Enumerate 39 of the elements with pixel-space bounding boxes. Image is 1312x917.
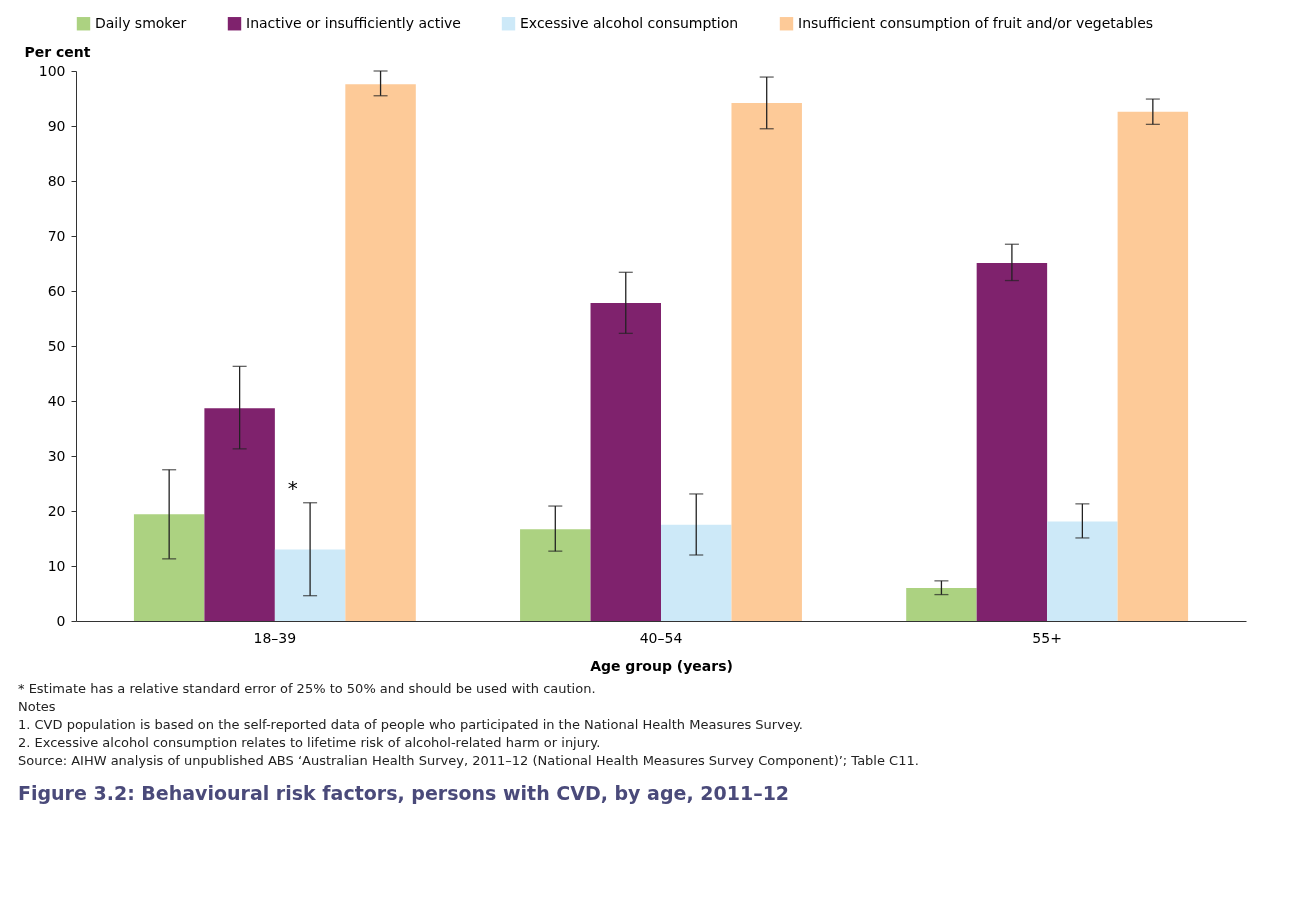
- legend-label: Daily smoker: [95, 14, 187, 31]
- bar: [133, 514, 205, 621]
- x-tick-label: 18–39: [253, 629, 297, 646]
- text: * Estimate has a relative standard error of 25% to 50% and should be used with caution.: [18, 681, 597, 696]
- text: 2. Excessive alcohol consumption relates to lifetime risk of alcohol-related harm or injury.: [18, 735, 602, 750]
- y-tick-label: 0: [56, 612, 66, 629]
- x-tick-label: 40–54: [639, 629, 683, 646]
- x-axis-title: Age group (years): [590, 657, 733, 674]
- text: 1. CVD population is based on the self-reported data of people who participated in the National Health Measures Survey.: [18, 717, 804, 732]
- bar: [590, 303, 661, 621]
- x-tick-label: 55+: [1032, 629, 1062, 646]
- y-tick-label: 30: [47, 447, 66, 464]
- bar: [1047, 521, 1118, 621]
- legend-label: Inactive or insufficiently active: [246, 14, 461, 31]
- y-tick-label: 70: [47, 227, 66, 244]
- text: Notes: [18, 699, 57, 714]
- text: Figure 3.2: Behavioural risk factors, persons with CVD, by age, 2011–12: [18, 782, 791, 804]
- y-tick-label: 100: [38, 62, 66, 79]
- y-tick-label: 90: [47, 117, 66, 134]
- y-tick-label: 50: [47, 337, 66, 354]
- bar: [976, 262, 1048, 621]
- y-tick-label: 10: [47, 557, 66, 574]
- bar: [731, 102, 802, 621]
- source-note: Source: AIHW analysis of unpublished ABS ‘Australian Health Survey, 2011–12 (National Health Measures Survey Component)’; Table C11.: [18, 753, 920, 768]
- y-tick-label: 60: [47, 282, 66, 299]
- bar: [274, 549, 346, 621]
- y-tick-label: 20: [47, 502, 66, 519]
- bar: [520, 529, 591, 621]
- legend-label: Insufficient consumption of fruit and/or vegetables: [798, 14, 1154, 31]
- bar: [345, 84, 416, 621]
- bar: [661, 524, 732, 621]
- y-tick-label: 80: [47, 172, 66, 189]
- y-axis-title: Per cent: [24, 43, 91, 60]
- y-tick-label: 40: [47, 392, 66, 409]
- bar: [1117, 111, 1189, 621]
- bar: [906, 588, 977, 621]
- annotation: *: [287, 476, 298, 500]
- legend-label: Excessive alcohol consumption: [520, 14, 739, 31]
- bar: [204, 408, 275, 621]
